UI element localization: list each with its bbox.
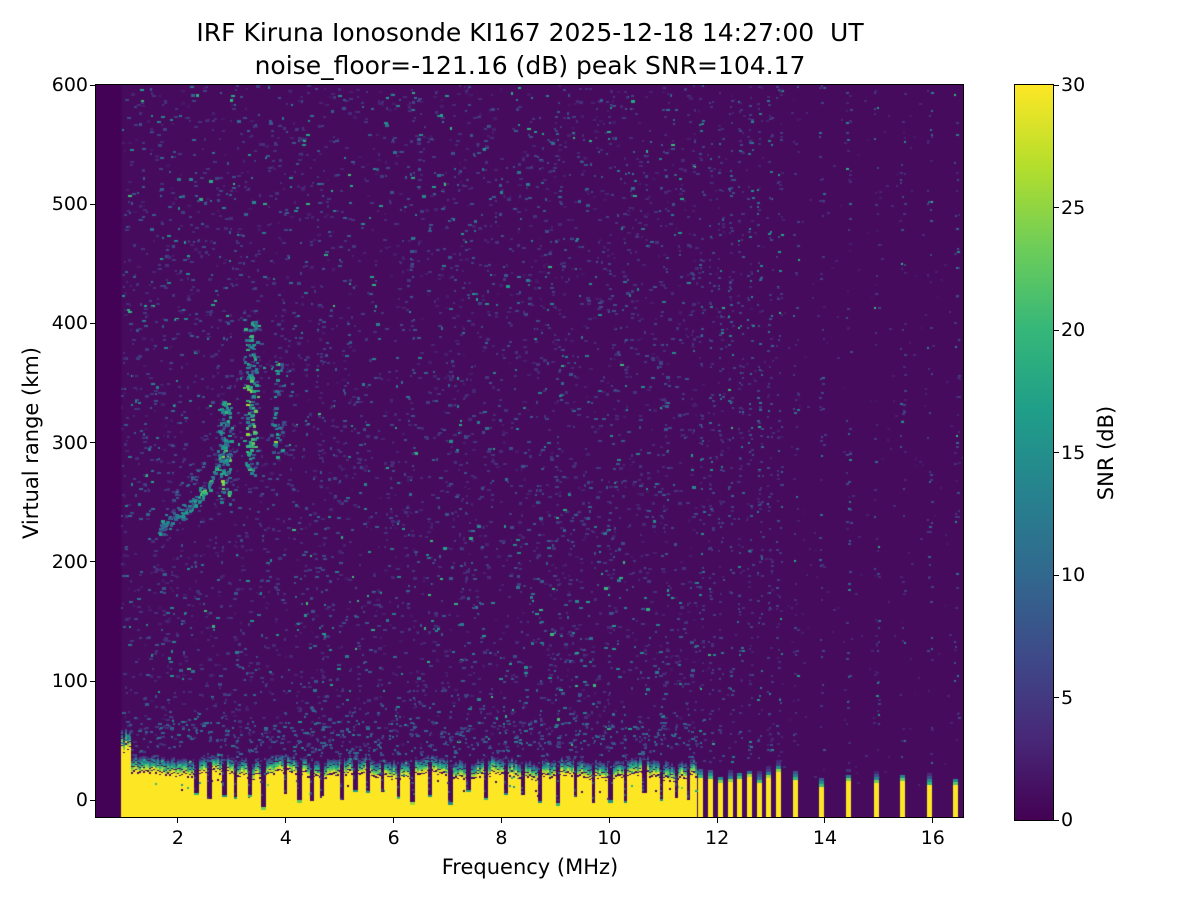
colorbar-tick-label: 5	[1061, 686, 1074, 709]
x-tick-mark	[824, 818, 826, 823]
x-tick-label: 10	[597, 827, 622, 849]
y-tick-label: 600	[51, 74, 88, 96]
x-tick-label: 8	[495, 827, 508, 849]
y-tick-label: 400	[51, 312, 88, 335]
colorbar-tick-label: 20	[1061, 319, 1086, 341]
x-tick-mark	[608, 818, 610, 823]
x-tick-mark	[393, 818, 395, 823]
colorbar-tick-mark	[1054, 819, 1059, 821]
colorbar	[1014, 84, 1054, 821]
y-tick-mark	[90, 680, 95, 682]
y-tick-mark	[90, 203, 95, 205]
colorbar-label: SNR (dB)	[1094, 405, 1118, 501]
y-tick-mark	[90, 561, 95, 563]
y-tick-mark	[90, 799, 95, 801]
colorbar-tick-mark	[1054, 574, 1059, 576]
x-tick-label: 4	[279, 827, 292, 849]
colorbar-tick-label: 30	[1061, 74, 1086, 96]
chart-title: IRF Kiruna Ionosonde KI167 2025-12-18 14…	[196, 18, 864, 47]
x-tick-mark	[285, 818, 287, 823]
colorbar-tick-label: 25	[1061, 196, 1086, 219]
x-tick-mark	[500, 818, 502, 823]
x-tick-label: 16	[920, 827, 945, 849]
x-tick-label: 2	[171, 827, 184, 849]
colorbar-tick-mark	[1054, 452, 1059, 453]
plot-area	[95, 84, 964, 818]
y-tick-label: 200	[51, 550, 88, 573]
y-tick-label: 300	[51, 431, 88, 454]
colorbar-tick-mark	[1054, 329, 1059, 331]
y-tick-mark	[90, 84, 95, 86]
y-axis-label: Virtual range (km)	[19, 346, 43, 540]
colorbar-tick-mark	[1054, 207, 1059, 208]
x-tick-mark	[716, 818, 718, 823]
y-tick-label: 500	[51, 193, 88, 216]
colorbar-tick-label: 15	[1061, 441, 1086, 464]
x-tick-label: 6	[387, 827, 400, 849]
chart-subtitle: noise_floor=-121.16 (dB) peak SNR=104.17	[254, 51, 806, 80]
x-tick-mark	[932, 818, 934, 823]
colorbar-tick-label: 0	[1061, 809, 1074, 831]
y-tick-label: 100	[51, 670, 88, 693]
colorbar-tick-mark	[1054, 84, 1059, 86]
colorbar-tick-mark	[1054, 697, 1059, 698]
heatmap-canvas	[96, 85, 963, 817]
x-tick-label: 14	[812, 827, 838, 849]
x-tick-mark	[177, 818, 179, 823]
x-tick-label: 12	[705, 827, 730, 849]
y-tick-mark	[90, 442, 95, 444]
colorbar-tick-label: 10	[1061, 564, 1086, 586]
y-tick-label: 0	[75, 789, 88, 812]
y-tick-mark	[90, 322, 95, 324]
x-axis-label: Frequency (MHz)	[441, 855, 619, 879]
